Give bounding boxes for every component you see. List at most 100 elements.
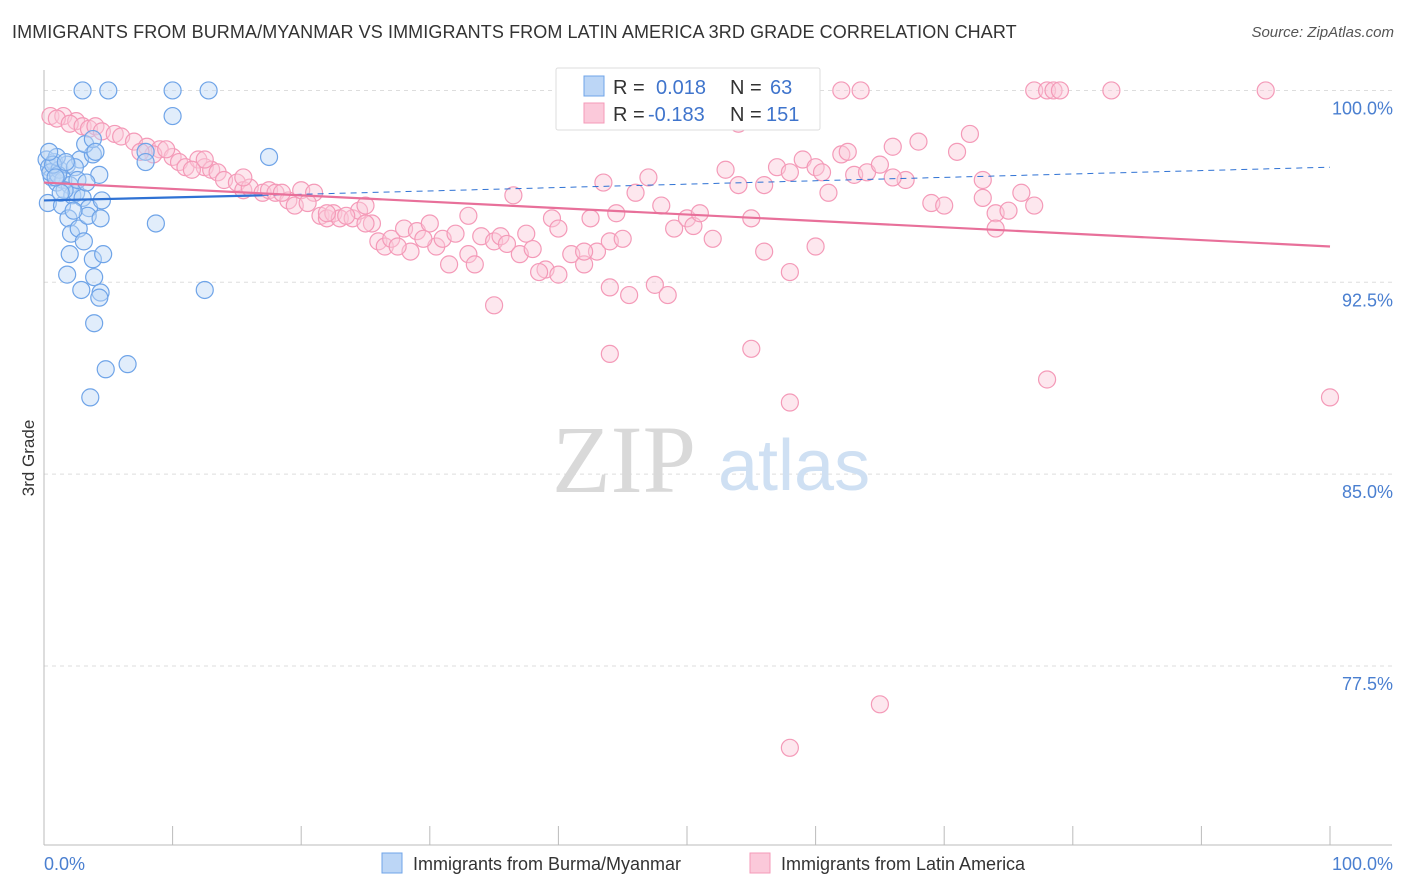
scatter-point: [639, 168, 658, 187]
legend-box: R = 0.018 N = 63 R = -0.183 N = 151: [555, 67, 821, 131]
scatter-point: [870, 695, 890, 714]
scatter-point: [356, 214, 375, 233]
axes: [43, 70, 1392, 846]
scatter-point: [81, 388, 100, 407]
scatter-point: [755, 242, 774, 261]
scatter-point: [77, 173, 96, 192]
scatter-point: [163, 106, 182, 126]
y-axis-label: 3rd Grade: [19, 420, 38, 497]
scatter-point: [337, 206, 356, 225]
trend-line-latin-america: [43, 181, 1331, 248]
scatter-point: [420, 214, 439, 233]
scatter-point: [356, 196, 375, 215]
bottom-legend: Immigrants from Burma/Myanmar Immigrants…: [381, 852, 1026, 874]
scatter-point: [51, 183, 70, 202]
scatter-point: [575, 242, 594, 261]
scatter-point: [459, 245, 478, 264]
legend-swatch-pink: [583, 102, 605, 124]
scatter-point: [64, 201, 83, 220]
scatter-point: [665, 219, 684, 238]
scatter-point: [157, 140, 176, 159]
legend-n-label: N =: [730, 77, 762, 99]
watermark: ZIP atlas: [552, 406, 870, 513]
scatter-point: [86, 142, 105, 161]
scatter-point: [870, 155, 890, 174]
scatter-point: [755, 175, 774, 195]
y-tick-label: 100.0%: [1332, 98, 1393, 118]
scatter-point: [99, 81, 118, 100]
scatter-point: [575, 255, 594, 274]
scatter-point: [1025, 196, 1044, 215]
scatter-point: [92, 191, 111, 210]
scatter-point: [909, 132, 928, 151]
scatter-point: [620, 285, 639, 305]
scatter-point: [85, 268, 104, 287]
scatter-point: [90, 288, 109, 307]
scatter-point: [549, 219, 568, 238]
scatter-point: [947, 142, 967, 161]
bottom-legend-swatch-blue: [381, 852, 403, 874]
scatter-point: [549, 265, 568, 284]
scatter-point: [851, 81, 870, 100]
scatter-point: [960, 124, 980, 144]
scatter-point: [1012, 183, 1031, 202]
x-ticks: [43, 826, 1331, 845]
scatter-point: [780, 163, 799, 182]
legend-n-value: 151: [766, 104, 799, 126]
scatter-point: [38, 193, 57, 213]
scatter-point: [812, 163, 832, 182]
scatter-point: [1050, 81, 1070, 100]
scatter-point: [703, 229, 722, 248]
trend-lines: [43, 166, 1331, 248]
y-tick-label: 85.0%: [1342, 482, 1393, 502]
scatter-point: [658, 285, 677, 305]
y-tick-label: 92.5%: [1342, 290, 1393, 310]
scatter-point: [234, 168, 253, 187]
legend-n-value: 63: [770, 77, 792, 99]
scatter-point: [73, 81, 92, 100]
scatter-point: [517, 224, 536, 243]
watermark-zip: ZIP: [552, 406, 696, 513]
scatter-point: [195, 150, 214, 169]
scatter-point: [94, 245, 113, 264]
scatter-point: [780, 393, 799, 412]
x-tick-label: 0.0%: [44, 854, 85, 874]
scatter-point: [729, 175, 748, 195]
scatter-point: [439, 255, 459, 274]
scatter-point: [1044, 81, 1063, 100]
scatter-point: [74, 232, 93, 251]
scatter-point: [1037, 370, 1057, 389]
source-label: Source: ZipAtlas.com: [1251, 24, 1394, 41]
scatter-point: [73, 188, 92, 207]
scatter-point: [530, 262, 549, 282]
scatter-point: [594, 173, 613, 192]
scatter-point: [600, 344, 619, 364]
scatter-point: [600, 278, 619, 297]
scatter-point: [72, 280, 91, 300]
scatter-point: [58, 265, 77, 284]
scatter-point: [607, 204, 626, 223]
legend-n-label: N =: [730, 104, 762, 126]
scatter-point: [83, 145, 102, 164]
series-latin-america-points: [41, 81, 1340, 757]
scatter-point: [742, 339, 761, 358]
trend-line-burma-extension: [262, 166, 1331, 196]
x-tick-label: 100.0%: [1332, 854, 1393, 874]
scatter-point: [259, 147, 279, 167]
chart-title: IMMIGRANTS FROM BURMA/MYANMAR VS IMMIGRA…: [12, 22, 1017, 42]
scatter-point: [46, 168, 65, 187]
scatter-point: [146, 214, 165, 233]
scatter-point: [131, 142, 150, 161]
scatter-point: [136, 142, 155, 161]
x-tick-labels: 0.0% 100.0%: [44, 854, 1393, 874]
scatter-point: [446, 224, 465, 243]
scatter-point: [973, 170, 992, 190]
scatter-point: [272, 183, 292, 202]
scatter-point: [935, 196, 954, 215]
scatter-point: [85, 314, 104, 333]
scatter-point: [806, 237, 825, 256]
scatter-point: [832, 81, 851, 100]
scatter-point: [780, 262, 799, 282]
legend-swatch-blue: [583, 75, 605, 97]
scatter-point: [838, 142, 857, 161]
